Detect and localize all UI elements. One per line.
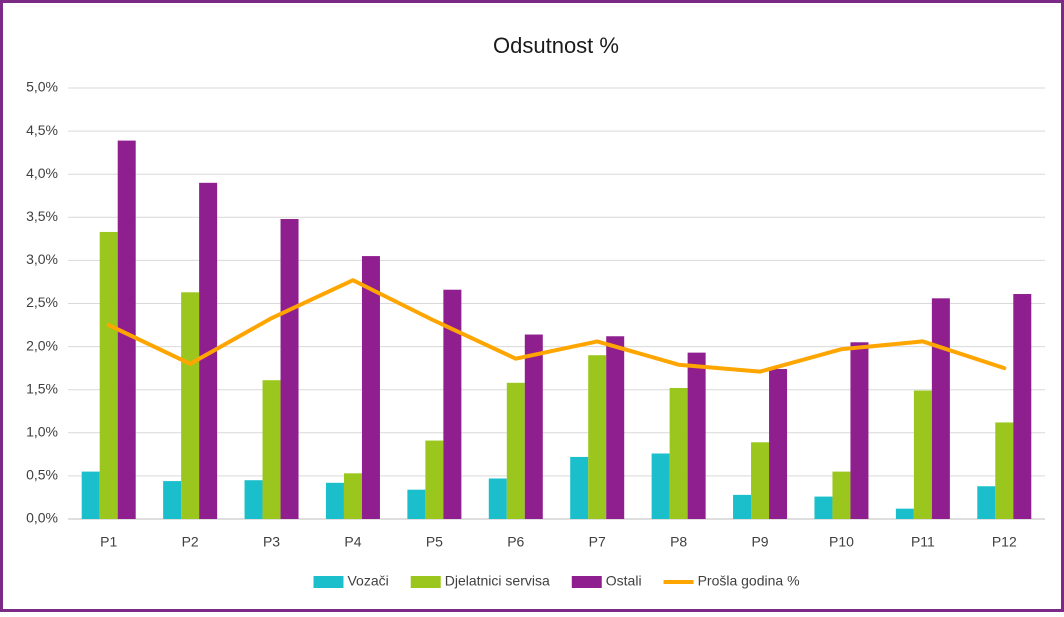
x-tick-label: P7 [589,534,606,550]
bar [895,508,914,519]
bar [769,369,788,519]
x-tick-label: P11 [911,534,935,550]
y-tick-label: 0,0% [26,510,58,526]
bar [669,387,688,519]
legend-label: Prošla godina % [698,573,800,589]
bar [81,471,100,519]
bar [751,442,770,519]
legend-swatch [571,576,602,588]
legend-item: Prošla godina % [663,573,800,589]
legend-item: Djelatnici servisa [410,573,550,589]
bar [913,390,932,519]
y-tick-label: 3,5% [26,208,58,224]
bar [117,140,136,519]
bar [181,292,200,519]
x-tick-label: P10 [829,534,854,550]
chart-title: Odsutnost % [493,33,619,58]
bar [570,456,589,519]
y-tick-label: 1,0% [26,424,58,440]
bar [325,482,344,519]
bar [361,256,380,519]
bar [814,496,833,519]
bar [832,471,851,519]
bar [425,440,444,519]
x-tick-label: P8 [670,534,687,550]
line [106,278,1007,374]
y-tick-label: 5,0% [26,79,58,95]
x-tick-label: P9 [751,534,768,550]
y-tick-label: 2,5% [26,294,58,310]
bar [280,219,299,520]
bar [262,380,281,519]
bar [606,336,625,519]
bar [1013,294,1032,519]
bar [99,231,118,520]
bar [488,478,507,519]
bar [524,334,543,519]
legend-swatch [313,576,344,588]
y-tick-label: 1,5% [26,380,58,396]
legend-label: Vozači [347,573,388,589]
y-tick-label: 2,0% [26,337,58,353]
legend: Vozači Djelatnici servisa Ostali Prošla god… [313,573,800,589]
y-tick-label: 4,0% [26,165,58,181]
legend-label: Ostali [606,573,642,589]
y-tick-label: 3,0% [26,251,58,267]
bar [506,382,525,519]
legend-item: Ostali [571,573,642,589]
plot-area: 0,0% 0,5% 1,0% 1,5% 2,0% 2,5% 3,0% 3,5% 4,0% 4,5%… [26,79,1045,550]
x-tick-label: P1 [100,534,117,550]
x-tick-label: P5 [426,534,443,550]
y-tick-label: 0,5% [26,467,58,483]
legend-item: Vozači [313,573,389,589]
bar [931,298,950,519]
bar [443,289,462,519]
bar [407,489,426,519]
bar [687,352,706,519]
bar [651,453,670,519]
bar [588,355,607,519]
legend-swatch [410,576,441,588]
bar [199,182,218,519]
x-tick-label: P6 [507,534,524,550]
bar [244,480,263,519]
x-tick-label: P2 [182,534,199,550]
bar [733,494,752,519]
x-tick-label: P3 [263,534,280,550]
x-tick-label: P12 [992,534,1017,550]
legend-label: Djelatnici servisa [445,573,550,589]
y-tick-label: 4,5% [26,122,58,138]
bar [850,342,869,519]
x-tick-label: P4 [344,534,361,550]
bar [163,481,182,519]
bar [343,473,362,519]
bar [977,486,996,519]
bar [995,422,1014,519]
